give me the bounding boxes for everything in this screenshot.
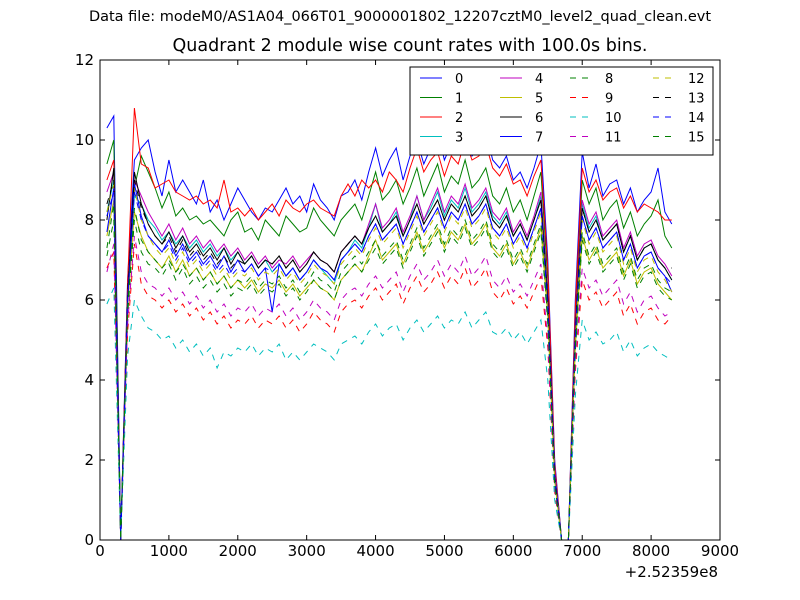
- x-tick-label: 3000: [288, 542, 326, 560]
- series-line-2: [106, 107, 672, 540]
- series-line-12: [106, 183, 673, 540]
- y-tick-label: 2: [84, 451, 94, 469]
- y-tick-label: 10: [75, 131, 94, 149]
- legend-label-6: 6: [535, 111, 543, 126]
- legend-label-5: 5: [535, 92, 543, 107]
- series-line-15: [106, 203, 673, 540]
- series-line-14: [106, 191, 673, 540]
- legend-label-13: 13: [688, 92, 705, 107]
- x-tick-label: 1000: [150, 542, 188, 560]
- legend-label-15: 15: [688, 131, 705, 146]
- series-line-4: [106, 171, 673, 540]
- series-layer: [106, 107, 673, 540]
- x-tick-label: 2000: [219, 542, 257, 560]
- legend-label-10: 10: [605, 111, 622, 126]
- series-line-11: [106, 235, 673, 540]
- series-line-10: [106, 287, 673, 540]
- x-tick-label: 6000: [494, 542, 532, 560]
- x-tick-label: 7000: [563, 542, 601, 560]
- x-offset-label: +2.52359e8: [625, 563, 718, 581]
- x-tick-label: 8000: [632, 542, 670, 560]
- legend-label-2: 2: [455, 111, 463, 126]
- legend-box: [409, 66, 714, 156]
- series-line-13: [106, 179, 672, 540]
- y-tick-label: 6: [84, 291, 94, 309]
- plot-frame: [99, 59, 721, 541]
- legend-label-1: 1: [455, 92, 463, 107]
- legend-label-9: 9: [605, 92, 613, 107]
- legend-label-11: 11: [605, 131, 622, 146]
- legend-label-4: 4: [535, 72, 543, 87]
- series-line-1: [106, 139, 673, 540]
- y-tick-label: 0: [84, 531, 94, 549]
- legend-label-14: 14: [688, 111, 705, 126]
- legend-label-3: 3: [455, 131, 463, 146]
- legend-label-12: 12: [688, 72, 705, 87]
- data-file-title: Data file: modeM0/AS1A04_066T01_90000018…: [88, 9, 712, 25]
- chart-title: Quadrant 2 module wise count rates with …: [172, 36, 648, 56]
- series-line-7: [106, 183, 673, 540]
- legend-label-0: 0: [455, 72, 463, 87]
- series-line-9: [106, 243, 673, 540]
- x-tick-label: 4000: [356, 542, 394, 560]
- x-tick-label: 5000: [425, 542, 463, 560]
- legend-label-8: 8: [605, 72, 613, 87]
- y-tick-label: 8: [84, 211, 94, 229]
- series-line-0: [106, 114, 673, 540]
- series-line-5: [106, 199, 673, 540]
- x-tick-label: 0: [95, 542, 105, 560]
- y-tick-label: 4: [84, 371, 94, 389]
- x-tick-label: 9000: [701, 542, 739, 560]
- series-line-8: [106, 219, 673, 540]
- legend-label-7: 7: [535, 131, 543, 146]
- y-tick-label: 12: [75, 51, 94, 69]
- axis-ticks: 0 1000 2000 3000 4000 5000 6000 7000 8000 9000 0 2 4…: [75, 51, 739, 560]
